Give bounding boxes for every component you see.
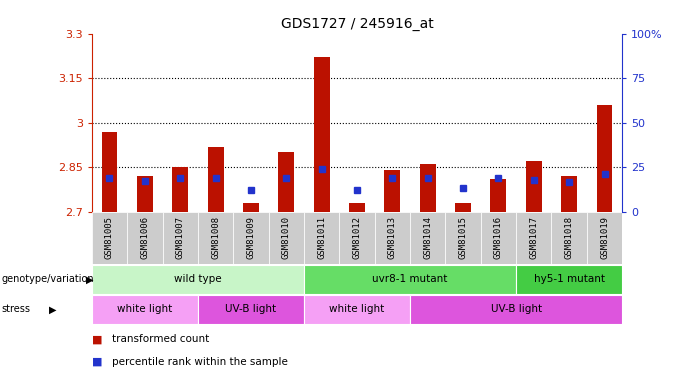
Text: GSM81014: GSM81014 <box>423 216 432 259</box>
Text: GSM81007: GSM81007 <box>175 216 185 259</box>
Bar <box>490 179 507 212</box>
Text: hy5-1 mutant: hy5-1 mutant <box>534 274 605 284</box>
Bar <box>339 212 375 264</box>
Text: white light: white light <box>117 304 173 314</box>
Bar <box>278 153 294 212</box>
Text: GSM81010: GSM81010 <box>282 216 291 259</box>
Bar <box>551 212 587 264</box>
Text: ▶: ▶ <box>86 274 94 284</box>
Bar <box>516 265 622 294</box>
Text: ■: ■ <box>92 334 102 344</box>
Bar <box>596 105 613 212</box>
Text: GSM81019: GSM81019 <box>600 216 609 259</box>
Text: percentile rank within the sample: percentile rank within the sample <box>112 357 288 367</box>
Bar <box>207 147 224 212</box>
Text: GSM81006: GSM81006 <box>140 216 150 259</box>
Text: uvr8-1 mutant: uvr8-1 mutant <box>373 274 447 284</box>
Bar <box>481 212 516 264</box>
Text: ▶: ▶ <box>49 304 56 314</box>
Bar <box>587 212 622 264</box>
Text: transformed count: transformed count <box>112 334 209 344</box>
Bar <box>455 203 471 212</box>
Text: GSM81005: GSM81005 <box>105 216 114 259</box>
Bar <box>137 176 153 212</box>
Bar <box>198 295 304 324</box>
Bar <box>410 212 445 264</box>
Bar <box>92 212 127 264</box>
Bar <box>243 203 259 212</box>
Bar <box>516 212 551 264</box>
Bar <box>92 265 304 294</box>
Bar <box>163 212 198 264</box>
Bar <box>304 295 410 324</box>
Bar <box>349 203 365 212</box>
Text: white light: white light <box>329 304 385 314</box>
Text: stress: stress <box>1 304 31 314</box>
Text: GSM81008: GSM81008 <box>211 216 220 259</box>
Text: wild type: wild type <box>174 274 222 284</box>
Bar <box>445 212 481 264</box>
Text: ■: ■ <box>92 357 102 367</box>
Text: GSM81013: GSM81013 <box>388 216 397 259</box>
Bar <box>526 161 542 212</box>
Bar <box>313 57 330 212</box>
Text: GSM81015: GSM81015 <box>458 216 468 259</box>
Text: GSM81012: GSM81012 <box>352 216 362 259</box>
Title: GDS1727 / 245916_at: GDS1727 / 245916_at <box>281 17 433 32</box>
Text: GSM81018: GSM81018 <box>564 216 574 259</box>
Text: UV-B light: UV-B light <box>490 304 542 314</box>
Bar <box>198 212 233 264</box>
Bar <box>561 176 577 212</box>
Bar <box>233 212 269 264</box>
Bar <box>420 164 436 212</box>
Text: GSM81016: GSM81016 <box>494 216 503 259</box>
Text: UV-B light: UV-B light <box>225 304 277 314</box>
Bar <box>304 265 516 294</box>
Text: GSM81017: GSM81017 <box>529 216 539 259</box>
Bar <box>304 212 339 264</box>
Bar <box>410 295 622 324</box>
Bar <box>127 212 163 264</box>
Text: GSM81011: GSM81011 <box>317 216 326 259</box>
Bar <box>375 212 410 264</box>
Bar <box>384 170 401 212</box>
Bar <box>101 132 118 212</box>
Text: genotype/variation: genotype/variation <box>1 274 94 284</box>
Bar <box>172 167 188 212</box>
Text: GSM81009: GSM81009 <box>246 216 256 259</box>
Bar <box>269 212 304 264</box>
Bar <box>92 295 198 324</box>
